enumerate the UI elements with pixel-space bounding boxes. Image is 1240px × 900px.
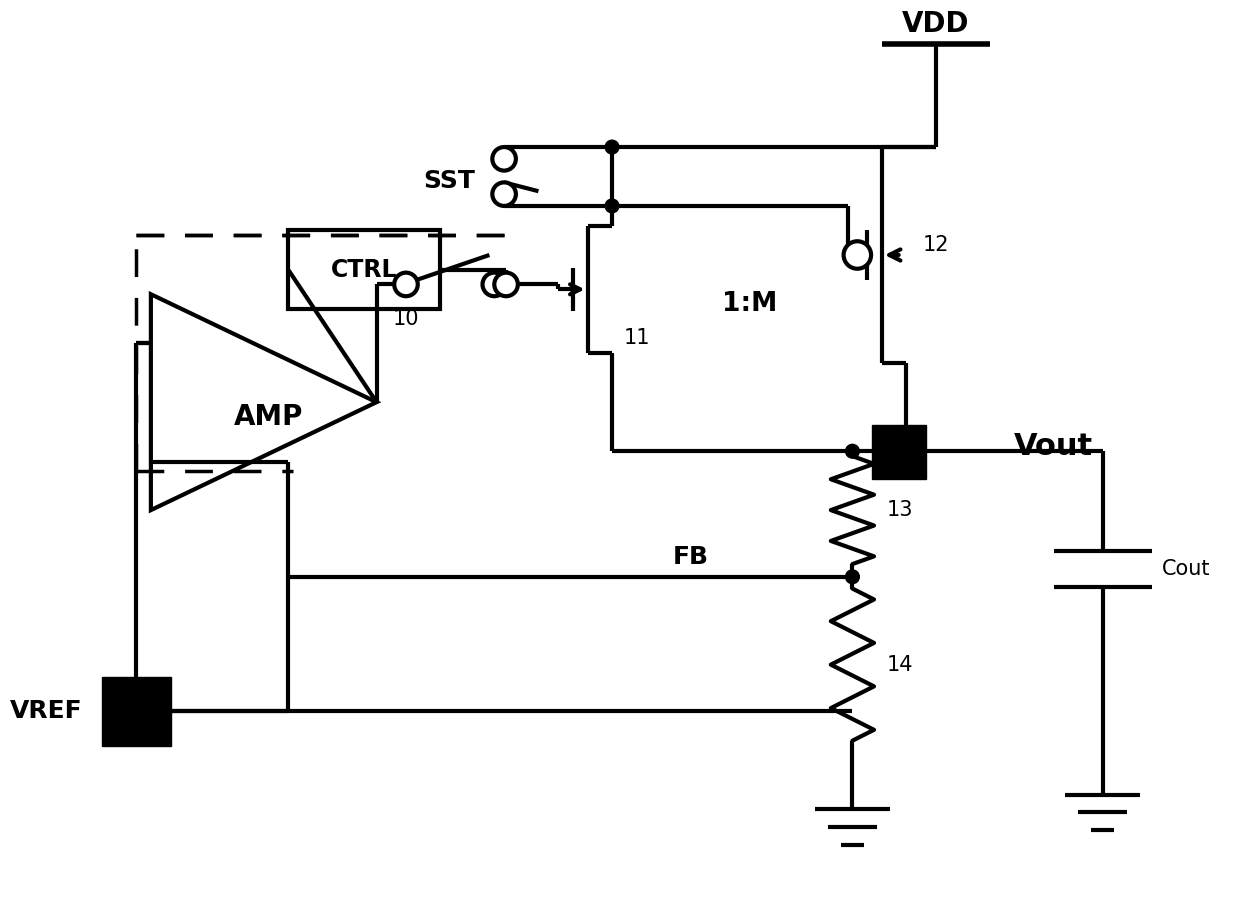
- Circle shape: [495, 273, 518, 296]
- Text: 10: 10: [393, 309, 419, 328]
- Circle shape: [843, 241, 870, 269]
- Text: SST: SST: [423, 169, 475, 194]
- Text: 1:M: 1:M: [722, 291, 777, 317]
- Circle shape: [605, 199, 619, 212]
- Bar: [872, 425, 926, 479]
- Circle shape: [394, 273, 418, 296]
- Text: FB: FB: [672, 545, 708, 569]
- Circle shape: [846, 570, 859, 584]
- Circle shape: [492, 147, 516, 171]
- Text: 11: 11: [624, 328, 650, 348]
- Text: VREF: VREF: [10, 699, 82, 724]
- Text: CTRL: CTRL: [331, 257, 397, 282]
- Text: 14: 14: [887, 655, 914, 675]
- Text: Vout: Vout: [1014, 432, 1094, 461]
- Circle shape: [492, 183, 516, 206]
- Circle shape: [605, 140, 619, 154]
- Circle shape: [846, 445, 859, 458]
- Bar: [102, 677, 171, 745]
- Text: VDD: VDD: [901, 11, 970, 39]
- Bar: [288, 230, 440, 309]
- Text: 13: 13: [887, 500, 914, 520]
- Text: Cout: Cout: [1162, 559, 1210, 579]
- Text: 12: 12: [923, 235, 949, 256]
- Text: AMP: AMP: [234, 403, 304, 431]
- Circle shape: [482, 273, 506, 296]
